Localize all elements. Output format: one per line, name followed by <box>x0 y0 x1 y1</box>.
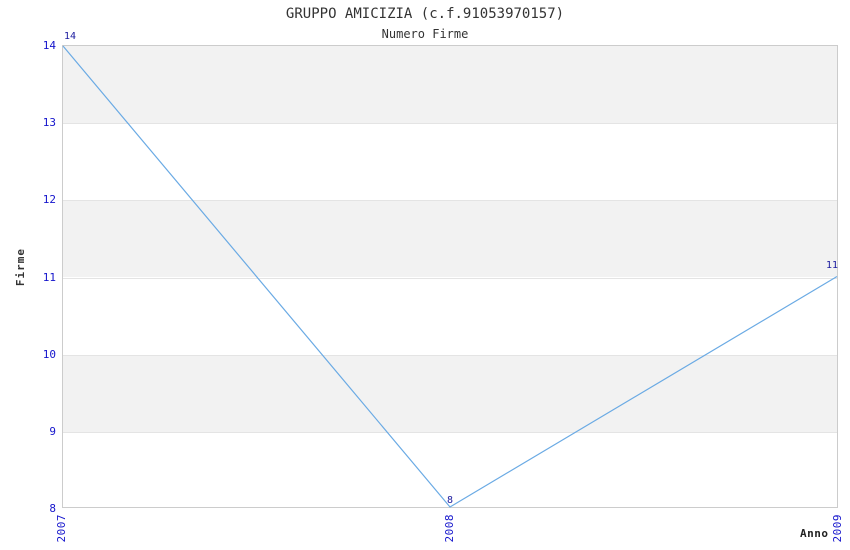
plot-band <box>63 354 837 432</box>
plot-band <box>63 46 837 124</box>
series-line-numero-firme <box>63 46 837 507</box>
gridline <box>63 123 837 124</box>
gridline <box>63 432 837 433</box>
data-point-label: 8 <box>447 495 454 506</box>
data-point-label: 11 <box>826 259 839 271</box>
x-tick-label: 2007 <box>55 514 68 543</box>
y-tick-label: 13 <box>42 116 56 130</box>
y-axis-ticks: 14 13 12 11 10 9 8 <box>0 40 56 514</box>
x-tick-label: 2009 <box>831 514 844 543</box>
y-tick-label: 8 <box>49 502 56 515</box>
chart-title: GRUPPO AMICIZIA (c.f.91053970157) <box>285 6 565 22</box>
y-tick-label: 14 <box>42 39 56 52</box>
gridline <box>63 200 837 201</box>
plot-area <box>62 45 838 508</box>
y-tick-label: 10 <box>42 347 56 361</box>
y-tick-label: 9 <box>49 424 56 438</box>
gridline <box>63 355 837 356</box>
data-point-label: 14 <box>64 31 77 42</box>
y-tick-label: 11 <box>42 270 56 284</box>
x-axis-title: Anno <box>800 527 829 540</box>
chart-subtitle: Numero Firme <box>381 27 469 41</box>
y-tick-label: 12 <box>42 193 56 207</box>
plot-band <box>63 200 837 278</box>
x-tick-label: 2008 <box>443 514 456 543</box>
gridline <box>63 278 837 279</box>
y-axis-title: Firme <box>14 248 27 287</box>
